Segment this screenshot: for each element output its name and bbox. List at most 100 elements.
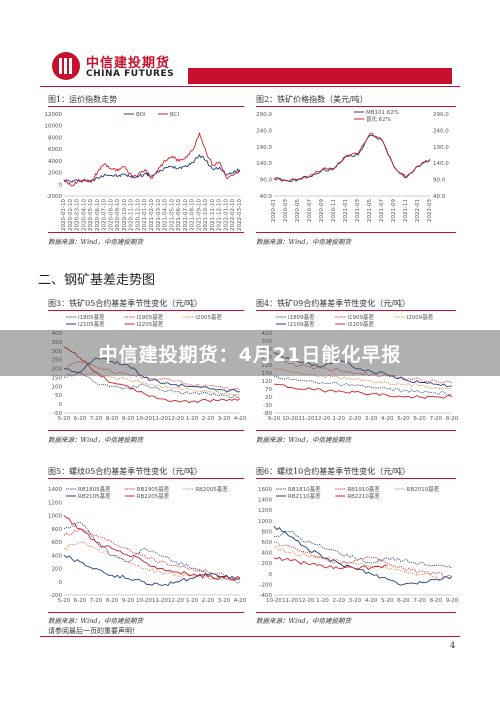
x-tick-label: 3-20 xyxy=(349,598,362,604)
y-tick-label: 200 xyxy=(262,561,273,567)
series-line xyxy=(273,358,453,384)
y-tick-label: 140.0 xyxy=(256,161,272,167)
y-tick-label: 600 xyxy=(262,540,273,546)
figure-6-title: 图6：螺纹10合约基差季节性变化（元/吨） xyxy=(256,467,410,476)
legend-label: I1905基差 xyxy=(137,313,164,321)
y-tick-label: 240.0 xyxy=(256,128,272,134)
x-tick-label: 2020-10-10 xyxy=(122,199,128,231)
x-tick-label: 2022-01 xyxy=(415,199,421,222)
x-tick-label: 2020-03 xyxy=(283,199,289,222)
series-line xyxy=(273,132,431,182)
x-tick-label: 2022-03 xyxy=(427,199,433,222)
figure-3-title-rule xyxy=(48,310,244,311)
legend-label: RB1910基差 xyxy=(347,485,380,493)
x-tick-label: 4-20 xyxy=(234,598,247,604)
x-tick-label: 7-20 xyxy=(90,416,103,422)
y-tick-label: 350 xyxy=(52,340,63,346)
series-line xyxy=(273,525,453,586)
x-tick-label: 2020-08-10 xyxy=(108,199,114,231)
series-line xyxy=(63,360,241,391)
figure-1-title-rule xyxy=(48,106,244,107)
legend-label: I2005基差 xyxy=(195,313,222,321)
x-tick-label: 2021-09-10 xyxy=(196,199,202,231)
x-tick-label: 5-20 xyxy=(397,416,410,422)
y-tick-label: 40.0 xyxy=(260,194,273,200)
y-tick-label-right: 190.0 xyxy=(433,145,449,151)
logo-mark-icon xyxy=(52,52,80,80)
footer-rule xyxy=(40,636,460,637)
x-tick-label: 6-20 xyxy=(413,416,426,422)
series-line xyxy=(63,515,241,581)
x-tick-label: 9-20 xyxy=(446,598,459,604)
y-tick-label: 290.0 xyxy=(256,112,272,118)
x-tick-label: 12-20 xyxy=(168,416,184,422)
legend-label: I2009基差 xyxy=(407,313,434,321)
x-tick-label: 5-20 xyxy=(58,416,71,422)
series-line xyxy=(63,554,241,587)
series-line xyxy=(63,528,241,580)
y-tick-label: 400 xyxy=(52,553,63,559)
series-line xyxy=(273,556,388,571)
x-tick-label: 2022-02-10 xyxy=(230,199,236,231)
x-tick-label: 2021-01 xyxy=(343,199,349,222)
legend-label: RB2110基差 xyxy=(288,492,321,500)
x-tick-label: 2020-04-10 xyxy=(81,199,87,231)
y-tick-label: 400 xyxy=(52,331,63,337)
y-tick-label: 800 xyxy=(262,529,273,535)
y-tick-label: 200 xyxy=(52,367,63,373)
legend-label: I2205基差 xyxy=(137,320,164,328)
x-tick-label: 9-20 xyxy=(122,598,135,604)
y-tick-label: 4000 xyxy=(48,159,62,165)
figure-2-chart: 290.0 290.0 240.0 240.0 190.0 190.0 140.0 140.0… xyxy=(256,110,449,222)
x-tick-label: 2021-06-10 xyxy=(176,199,182,231)
series-line xyxy=(273,383,453,400)
legend-label: 普氏.62% xyxy=(366,115,391,123)
x-tick-label: 2021-11-10 xyxy=(210,199,216,231)
x-tick-label: 10-20 xyxy=(136,416,152,422)
x-tick-label: 6-20 xyxy=(74,416,87,422)
x-tick-label: 4-20 xyxy=(365,598,378,604)
figure-4-title: 图4：铁矿09合约基差季节性变化（元/吨） xyxy=(256,299,410,308)
y-tick-label: -200 xyxy=(260,582,273,588)
x-tick-label: 2020-05 xyxy=(295,199,301,222)
x-tick-label: 2021-07-10 xyxy=(183,199,189,231)
x-tick-label: 2021-01-10 xyxy=(142,199,148,231)
x-tick-label: 2020-09-10 xyxy=(115,199,121,231)
series-line xyxy=(63,371,241,396)
x-tick-label: 2-20 xyxy=(202,416,215,422)
x-tick-label: 2020-07-10 xyxy=(102,199,108,231)
series-line xyxy=(63,357,241,393)
y-tick-label: -400 xyxy=(260,593,273,599)
series-line xyxy=(274,375,453,396)
figure-5-source: 数据来源：Wind，中信建投期货 xyxy=(48,617,143,625)
y-tick-label: 2000 xyxy=(48,171,62,177)
figure-2-source: 数据来源：Wind，中信建投期货 xyxy=(256,238,351,246)
figure-1-source-rule xyxy=(48,232,244,233)
legend-label: I1909基差 xyxy=(347,313,374,321)
x-tick-label: 8-20 xyxy=(446,416,459,422)
x-tick-label: 1-20 xyxy=(186,416,199,422)
figure-3-source-rule xyxy=(48,430,244,431)
x-tick-label: 7-20 xyxy=(430,416,443,422)
china-futures-logo: 中信建投期货 CHINA FUTURES xyxy=(52,52,174,84)
y-tick-label: 270 xyxy=(262,355,273,361)
y-tick-label: 12000 xyxy=(45,112,63,118)
logo-chinese-name: 中信建投期货 xyxy=(86,56,171,71)
x-tick-label: 2021-08-10 xyxy=(190,199,196,231)
y-tick-label-right: 140.0 xyxy=(433,161,449,167)
series-line xyxy=(63,541,241,582)
x-tick-label: 7-20 xyxy=(413,598,426,604)
x-tick-label: 12-20 xyxy=(298,598,314,604)
y-tick-label: 200 xyxy=(52,567,63,573)
header-rule xyxy=(40,86,460,87)
legend-label: I2105基差 xyxy=(78,320,105,328)
figure-3-chart: 400 350 300 250 200 150 100 50 0 -505-20 6-20 7-20 8… xyxy=(52,313,247,422)
y-tick-label: 600 xyxy=(52,540,63,546)
overlay-title: 中信建投期货：4月21日能化早报 xyxy=(98,344,402,366)
x-tick-label: 2021-11 xyxy=(403,199,409,222)
x-tick-label: 10-20 xyxy=(136,598,152,604)
y-tick-label: 150 xyxy=(52,375,63,381)
x-tick-label: 11-20 xyxy=(298,416,314,422)
y-tick-label: 90.0 xyxy=(260,178,273,184)
legend-label: RB2105基差 xyxy=(78,492,111,500)
